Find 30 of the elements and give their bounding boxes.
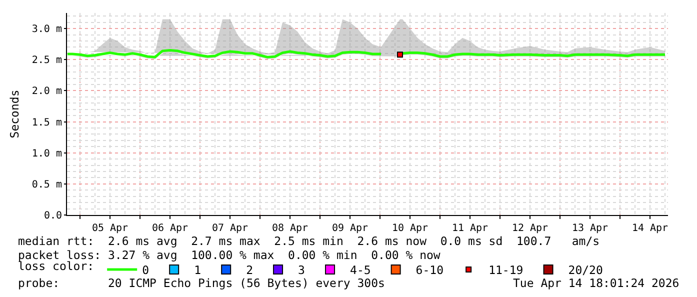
x-tick-label: 08 Apr [272,223,308,234]
x-tick-label: 14 Apr [632,223,668,234]
text: Tue Apr 14 18:01:24 2026 [513,276,680,290]
y-tick-label: 2.5 m [32,55,62,66]
y-tick-label: 0.0 [44,210,62,222]
legend-label: 11-19 [488,263,524,278]
legend-label: 2 [246,263,254,278]
x-tick-label: 11 Apr [452,223,488,234]
legend-label: 1 [194,263,202,278]
x-tick-label: 06 Apr [152,223,188,234]
text: probe: 20 ICMP Echo Pings (56 Bytes) every 300s [18,276,385,290]
x-tick-label: 09 Apr [332,223,368,234]
legend-label: 4-5 [350,263,371,278]
y-tick-label: 3.0 m [32,24,62,36]
y-tick-label: 1.0 m [32,148,62,160]
legend-label: 3 [298,263,306,278]
y-tick-label: 0.5 m [32,179,62,190]
legend-label: 20/20 [568,263,603,278]
y-tick-label: 2.0 m [32,86,62,98]
y-tick-label: 1.5 m [32,117,62,128]
text: packet loss: 3.27 % avg 100.00 % max 0.00 % min 0.00 % now [18,248,440,262]
text: median rtt: 2.6 ms avg 2.7 ms max 2.5 ms min 2.6 ms now 0.0 ms sd 100.7 am/s [18,234,600,248]
legend-label: 6-10 [416,263,444,278]
legend-label: 0 [142,263,150,278]
y-axis-title: Seconds [7,90,22,138]
x-tick-label: 10 Apr [392,223,428,234]
x-tick-label: 05 Apr [92,223,128,234]
x-tick-label: 12 Apr [512,223,548,234]
x-tick-label: 13 Apr [572,223,608,234]
x-tick-label: 07 Apr [212,223,248,234]
